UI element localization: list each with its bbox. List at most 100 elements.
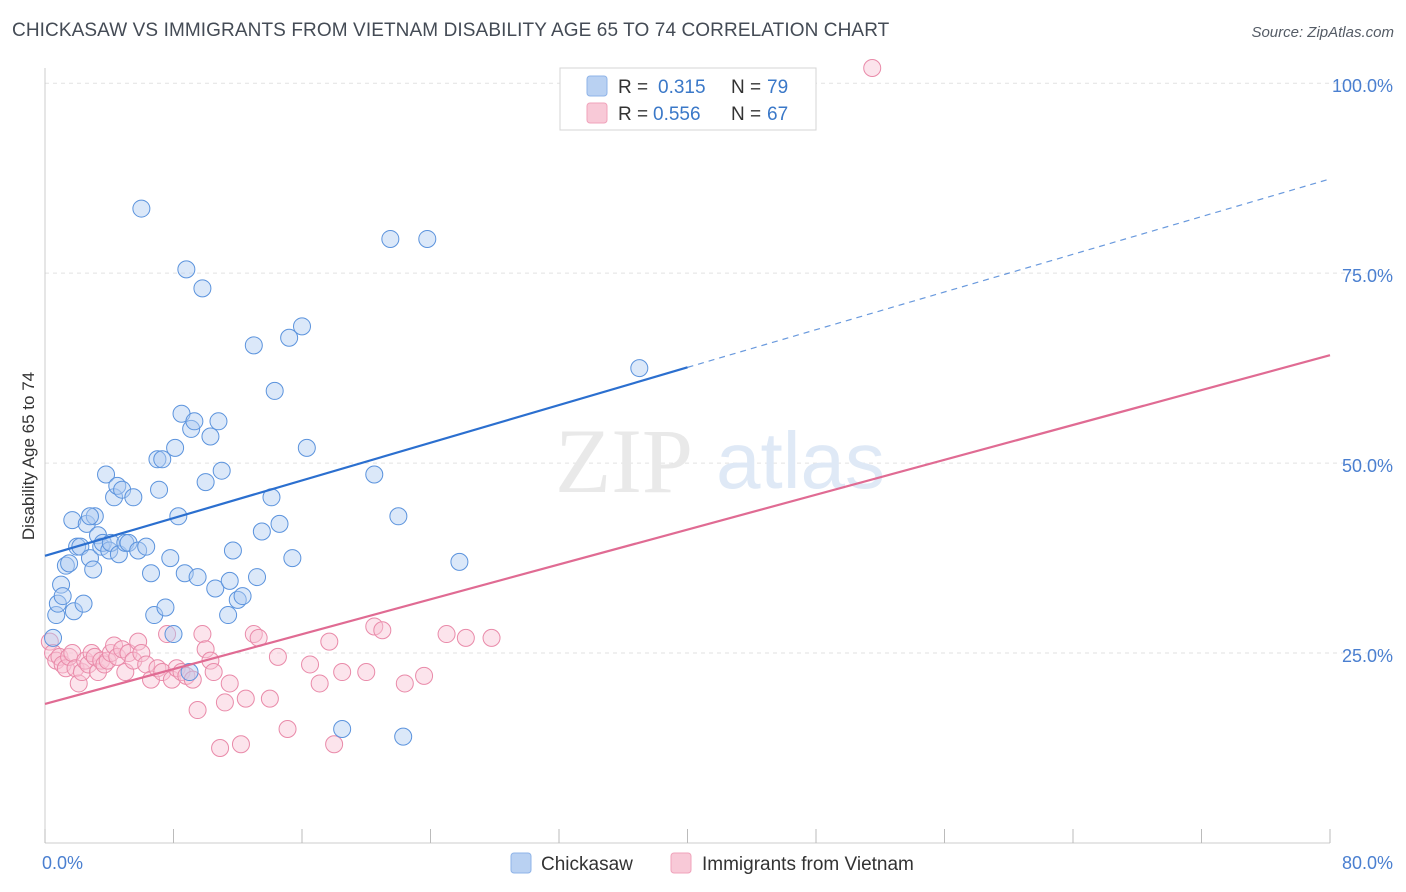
- data-point-vietnam: [357, 663, 376, 682]
- data-point-chickasaw: [280, 328, 299, 347]
- series-chickasaw: [44, 199, 649, 746]
- data-point-vietnam: [325, 735, 344, 754]
- data-point-chickasaw: [220, 571, 239, 590]
- data-point-vietnam: [456, 628, 475, 647]
- legend: R = 0.315 N = 79 R = 0.556 N = 67: [559, 67, 817, 131]
- data-point-vietnam: [373, 621, 392, 640]
- trend-line-chickasaw-extension: [687, 178, 1331, 368]
- bottom-legend-swatch-chickasaw: [510, 852, 532, 874]
- data-point-chickasaw: [161, 549, 180, 568]
- data-point-chickasaw: [85, 507, 104, 526]
- data-point-vietnam: [69, 674, 88, 693]
- data-point-vietnam: [301, 655, 320, 674]
- data-point-chickasaw: [450, 552, 469, 571]
- y-tick-label: 50.0%: [1342, 456, 1393, 476]
- legend-r-value-2: 0.556: [653, 104, 701, 125]
- data-point-chickasaw: [630, 359, 649, 378]
- data-point-vietnam: [395, 674, 414, 693]
- trend-line-chickasaw: [44, 366, 688, 557]
- data-point-chickasaw: [180, 663, 199, 682]
- x-tick-label: 80.0%: [1342, 853, 1393, 873]
- legend-n-label-2: N =: [731, 104, 761, 125]
- data-point-chickasaw: [201, 427, 220, 446]
- axes: [44, 68, 1331, 844]
- data-point-chickasaw: [270, 514, 289, 533]
- data-point-chickasaw: [153, 450, 172, 469]
- data-point-vietnam: [260, 689, 279, 708]
- data-point-chickasaw: [212, 461, 231, 480]
- chart-title: CHICKASAW VS IMMIGRANTS FROM VIETNAM DIS…: [12, 20, 890, 41]
- watermark-zip: ZIP: [555, 410, 693, 512]
- data-point-chickasaw: [63, 511, 82, 530]
- data-point-chickasaw: [64, 602, 83, 621]
- legend-r-value-1: 0.315: [658, 77, 706, 98]
- legend-r-label-1: R =: [618, 77, 648, 98]
- trend-line-vietnam: [44, 354, 1331, 706]
- data-point-vietnam: [215, 693, 234, 712]
- legend-n-label-1: N =: [731, 77, 761, 98]
- legend-n-value-1: 79: [767, 77, 788, 98]
- data-point-chickasaw: [47, 606, 66, 625]
- data-point-vietnam: [236, 689, 255, 708]
- data-point-vietnam: [132, 644, 151, 663]
- data-point-chickasaw: [100, 541, 119, 560]
- data-point-chickasaw: [80, 549, 99, 568]
- trend-lines: [44, 178, 1331, 706]
- data-point-chickasaw: [389, 507, 408, 526]
- data-point-chickasaw: [283, 549, 302, 568]
- data-point-vietnam: [437, 625, 456, 644]
- data-point-chickasaw: [119, 533, 138, 552]
- data-point-chickasaw: [381, 229, 400, 248]
- data-point-chickasaw: [148, 450, 167, 469]
- data-point-vietnam: [863, 59, 882, 77]
- data-point-chickasaw: [333, 720, 352, 739]
- data-point-vietnam: [278, 720, 297, 739]
- data-point-chickasaw: [394, 727, 413, 746]
- data-point-vietnam: [211, 739, 230, 758]
- series-immigrants-from-vietnam: [40, 59, 882, 758]
- legend-n-value-2: 67: [767, 104, 788, 125]
- data-point-chickasaw: [193, 279, 212, 298]
- data-point-vietnam: [188, 701, 207, 720]
- y-tick-label: 100.0%: [1332, 76, 1393, 96]
- legend-r-label-2: R =: [618, 104, 648, 125]
- bottom-legend-vietnam: Immigrants from Vietnam: [702, 854, 914, 875]
- data-point-chickasaw: [156, 598, 175, 617]
- data-point-chickasaw: [297, 438, 316, 457]
- data-point-vietnam: [158, 625, 177, 644]
- data-point-vietnam: [268, 647, 287, 666]
- data-point-vietnam: [193, 625, 212, 644]
- tick-labels: 25.0% 50.0% 75.0% 100.0% 0.0% 80.0%: [42, 76, 1393, 873]
- data-point-chickasaw: [84, 560, 103, 579]
- y-axis-label: Disability Age 65 to 74: [19, 372, 38, 540]
- data-point-chickasaw: [53, 587, 72, 606]
- data-point-vietnam: [220, 674, 239, 693]
- data-point-chickasaw: [252, 522, 271, 541]
- data-point-vietnam: [129, 632, 148, 651]
- data-point-chickasaw: [137, 537, 156, 556]
- data-point-chickasaw: [219, 606, 238, 625]
- data-point-vietnam: [196, 640, 215, 659]
- data-point-chickasaw: [124, 488, 143, 507]
- data-point-chickasaw: [196, 473, 215, 492]
- bottom-legend-chickasaw: Chickasaw: [541, 854, 633, 875]
- data-point-chickasaw: [74, 594, 93, 613]
- data-point-vietnam: [310, 674, 329, 693]
- data-point-chickasaw: [209, 412, 228, 431]
- data-point-vietnam: [320, 632, 339, 651]
- data-point-chickasaw: [166, 438, 185, 457]
- data-point-vietnam: [162, 670, 181, 689]
- data-point-chickasaw: [132, 199, 151, 218]
- data-point-chickasaw: [248, 568, 267, 587]
- grid-lines: [45, 82, 1392, 654]
- data-point-chickasaw: [293, 317, 311, 336]
- data-point-chickasaw: [188, 568, 207, 587]
- data-point-chickasaw: [233, 587, 252, 606]
- data-point-vietnam: [333, 663, 352, 682]
- data-point-vietnam: [231, 735, 250, 754]
- legend-swatch-blue: [586, 75, 608, 97]
- data-point-chickasaw: [52, 575, 71, 594]
- data-point-chickasaw: [44, 628, 63, 647]
- data-point-chickasaw: [244, 336, 263, 355]
